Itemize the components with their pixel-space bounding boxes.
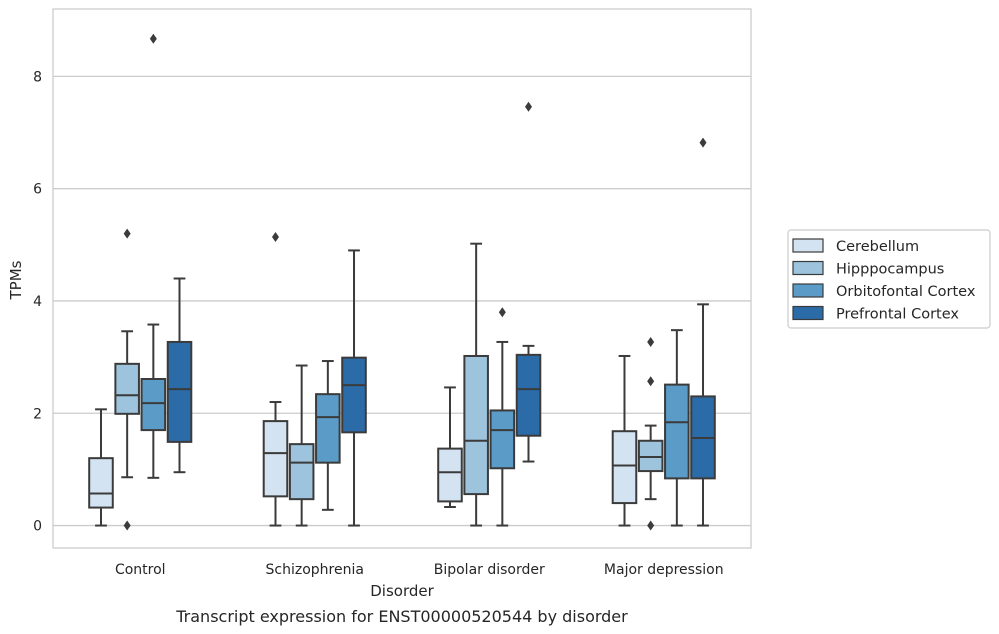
box-body xyxy=(140,378,167,432)
y-axis-title: TPMs xyxy=(7,260,25,300)
box-cerebellum-schizophrenia xyxy=(262,231,289,527)
box-orbitofontal-cortex-control xyxy=(140,33,167,479)
box-body xyxy=(341,356,367,434)
box-hipppocampus-schizophrenia xyxy=(288,364,315,527)
plot-area-frame xyxy=(52,8,752,549)
legend-swatch xyxy=(792,260,824,276)
outlier-point xyxy=(123,520,131,531)
outlier-point xyxy=(498,307,506,318)
box-body xyxy=(288,443,315,501)
legend-frame xyxy=(787,229,991,329)
legend-label: Orbitofontal Cortex xyxy=(836,284,976,300)
x-axis-title: Disorder xyxy=(370,582,434,600)
legend-swatch xyxy=(792,238,824,253)
x-tick-labels: Control Schizophrenia Bipolar disorder Majo… xyxy=(115,562,724,578)
y-tick-labels: 0 2 4 6 8 xyxy=(33,69,42,534)
box-body xyxy=(315,393,341,464)
outlier-point xyxy=(647,376,655,387)
outlier-point xyxy=(647,336,655,347)
outlier-point xyxy=(271,231,279,242)
legend-label: Hipppocampus xyxy=(836,262,944,278)
legend: Cerebellum Hipppocampus Orbitofontal Corte… xyxy=(787,229,991,329)
y-tick-label: 6 xyxy=(33,182,42,198)
legend-swatch xyxy=(792,283,824,298)
x-tick-label: Bipolar disorder xyxy=(434,562,545,578)
outlier-point xyxy=(149,33,157,44)
legend-label: Cerebellum xyxy=(836,239,919,255)
box-prefrontal-cortex-major-depression xyxy=(690,137,716,527)
box-body xyxy=(463,354,489,496)
box-prefrontal-cortex-bipolar-disorder xyxy=(515,101,542,463)
box-groups xyxy=(88,33,716,531)
box-cerebellum-major-depression xyxy=(611,354,638,527)
box-body xyxy=(515,353,542,437)
box-body xyxy=(637,439,664,473)
y-tick-label: 8 xyxy=(33,69,42,85)
box-hipppocampus-bipolar-disorder xyxy=(463,242,489,527)
box-prefrontal-cortex-schizophrenia xyxy=(341,249,367,527)
box-body xyxy=(88,457,114,509)
box-orbitofontal-cortex-bipolar-disorder xyxy=(489,307,516,527)
box-body xyxy=(664,383,690,480)
box-body xyxy=(114,362,140,415)
x-tick-label: Schizophrenia xyxy=(266,562,364,578)
outlier-point xyxy=(647,520,655,531)
outlier-point xyxy=(699,137,707,148)
y-tick-label: 4 xyxy=(33,294,42,310)
legend-label: Prefrontal Cortex xyxy=(836,307,959,323)
chart-caption: Transcript expression for ENST0000052054… xyxy=(175,607,628,626)
legend-swatch xyxy=(792,305,824,321)
outlier-point xyxy=(123,228,131,239)
y-tick-label: 0 xyxy=(33,519,42,535)
box-body xyxy=(166,340,193,443)
box-hipppocampus-control xyxy=(114,228,140,531)
box-hipppocampus-major-depression xyxy=(637,336,664,531)
y-tick-label: 2 xyxy=(33,406,42,422)
box-orbitofontal-cortex-major-depression xyxy=(664,329,690,527)
outlier-point xyxy=(525,101,533,112)
box-body xyxy=(489,409,516,470)
x-tick-label: Major depression xyxy=(604,562,724,578)
x-tick-label: Control xyxy=(115,562,166,578)
box-body xyxy=(437,447,463,503)
box-body xyxy=(611,430,638,505)
box-prefrontal-cortex-control xyxy=(166,277,193,474)
box-cerebellum-bipolar-disorder xyxy=(437,386,463,509)
box-body xyxy=(262,420,289,498)
box-orbitofontal-cortex-schizophrenia xyxy=(315,360,341,511)
box-cerebellum-control xyxy=(88,408,114,527)
